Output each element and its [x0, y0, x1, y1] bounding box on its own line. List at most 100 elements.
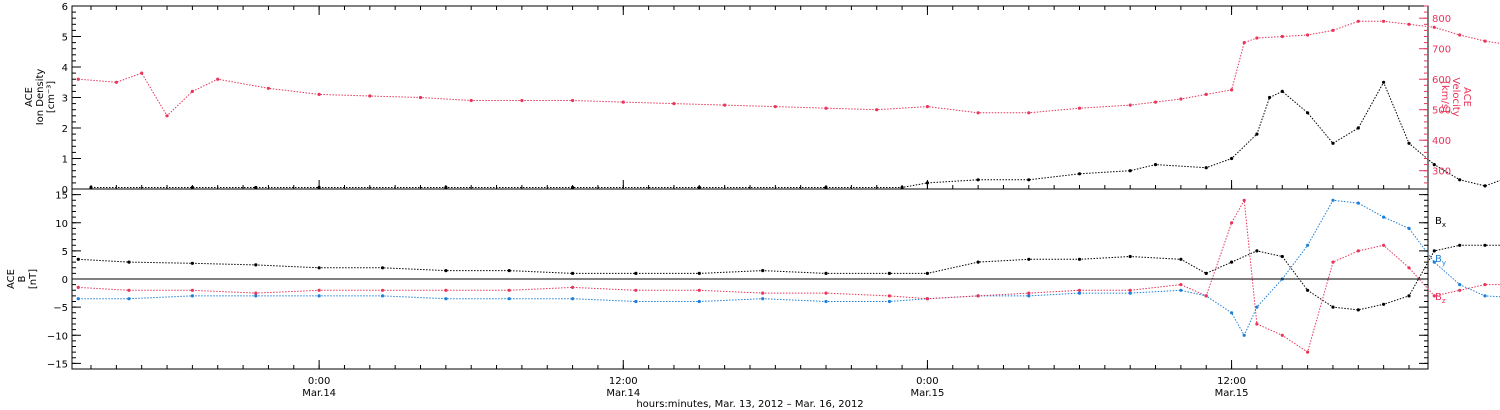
bx-point — [1280, 254, 1284, 259]
velocity-tick-label: 300 — [1432, 167, 1451, 178]
density-point — [1128, 169, 1132, 173]
by-point — [317, 294, 321, 298]
bz-point — [1077, 288, 1082, 292]
bz-point — [1382, 243, 1386, 247]
bz-point — [761, 291, 765, 295]
bz-point — [317, 288, 321, 292]
bz-point — [190, 288, 194, 292]
density-point — [1153, 163, 1158, 167]
density-point — [1268, 95, 1272, 100]
by-point — [761, 297, 765, 301]
top-right-label-line-2: Velocity — [1450, 77, 1461, 116]
bx-point — [761, 269, 765, 273]
velocity-point — [165, 114, 169, 118]
velocity-point — [216, 77, 220, 81]
velocity-point — [976, 111, 980, 115]
bz-point — [571, 285, 575, 289]
bottom-left-axis-label: ACE B [nT] — [6, 269, 39, 289]
b-tick-label: −5 — [53, 303, 68, 314]
density-point — [1280, 89, 1284, 93]
x-axis-caption: hours:minutes, Mar. 13, 2012 – Mar. 16, … — [636, 399, 863, 410]
velocity-point — [1230, 88, 1234, 92]
density-tick-label: 6 — [62, 2, 68, 13]
density-point — [1230, 156, 1234, 161]
by-point — [76, 297, 80, 301]
top-left-label-line-3: [cm⁻³] — [46, 81, 57, 113]
velocity-point — [76, 77, 80, 81]
by-point — [254, 294, 258, 298]
velocity-point — [621, 100, 625, 104]
top-left-label-line-2: Ion Density — [35, 69, 46, 126]
b-tick-label: 15 — [55, 191, 68, 202]
by-point — [1077, 291, 1082, 295]
density-trace — [91, 81, 1500, 188]
by-point — [1255, 305, 1259, 309]
by-point — [1128, 291, 1132, 295]
bx-point — [1458, 243, 1462, 247]
density-point — [1356, 126, 1360, 130]
bx-point — [1077, 257, 1082, 261]
bz-point — [1230, 221, 1234, 225]
velocity-series — [76, 19, 1500, 118]
bx-point — [127, 260, 131, 264]
bz-point — [1356, 249, 1360, 253]
bz-point — [444, 288, 448, 292]
bz-series — [76, 198, 1500, 354]
bx-point — [254, 263, 258, 267]
bz-point — [1331, 260, 1335, 264]
velocity-point — [317, 92, 321, 96]
by-point — [634, 299, 638, 304]
bz-point — [634, 288, 638, 292]
bz-point — [127, 288, 131, 292]
by-point — [444, 297, 448, 301]
x-tick-date: Mar.14 — [302, 388, 336, 399]
bx-point — [317, 266, 321, 270]
velocity-point — [925, 105, 930, 109]
bx-point — [1179, 257, 1183, 261]
velocity-point — [1280, 34, 1284, 39]
b-tick-label: −15 — [47, 359, 68, 370]
by-point — [127, 297, 131, 301]
density-tick-label: 0 — [62, 185, 68, 196]
bz-point — [697, 288, 701, 292]
velocity-point — [1027, 111, 1031, 115]
bz-point — [1242, 198, 1246, 202]
x-tick-time: 12:00 — [609, 376, 638, 387]
bz-point — [1179, 283, 1183, 287]
bz-point — [1255, 322, 1259, 326]
bx-point — [1432, 249, 1436, 253]
bz-point — [824, 291, 828, 295]
density-point — [1306, 111, 1310, 115]
x-tick-time: 0:00 — [308, 376, 330, 387]
top-right-label-line-1: ACE — [1461, 87, 1472, 107]
by-point — [1382, 215, 1386, 219]
bz-trace — [78, 198, 1500, 353]
bx-point — [1483, 243, 1487, 247]
bottom-left-label-line-2: B — [17, 275, 28, 282]
top-right-axis-label: ACE Velocity [km/s] — [1439, 77, 1472, 116]
axes-ticks: 0 1 2 3 4 5 6 300 400 500 600 700 800 −15 −10 −5 0 5 10 15 0… — [47, 2, 1451, 399]
by-point — [190, 294, 194, 298]
velocity-tick-label: 800 — [1432, 14, 1451, 25]
bottom-left-label-line-1: ACE — [6, 269, 17, 289]
density-point — [1331, 141, 1335, 145]
by-point — [697, 299, 701, 304]
velocity-trace — [78, 20, 1500, 117]
bx-point — [571, 271, 575, 275]
velocity-point — [520, 98, 524, 103]
bz-point — [507, 288, 511, 292]
density-tick-label: 2 — [62, 124, 68, 135]
density-series — [89, 80, 1500, 190]
bx-point — [1128, 254, 1132, 259]
bz-point — [925, 297, 930, 301]
bz-point — [1407, 266, 1411, 270]
by-point — [1483, 294, 1487, 298]
bz-point — [1306, 350, 1310, 354]
velocity-point — [1128, 103, 1132, 107]
velocity-point — [1382, 19, 1386, 23]
by-point — [1432, 260, 1436, 264]
bz-point — [1128, 288, 1132, 292]
bx-point — [1382, 302, 1386, 306]
bx-series — [76, 243, 1500, 312]
